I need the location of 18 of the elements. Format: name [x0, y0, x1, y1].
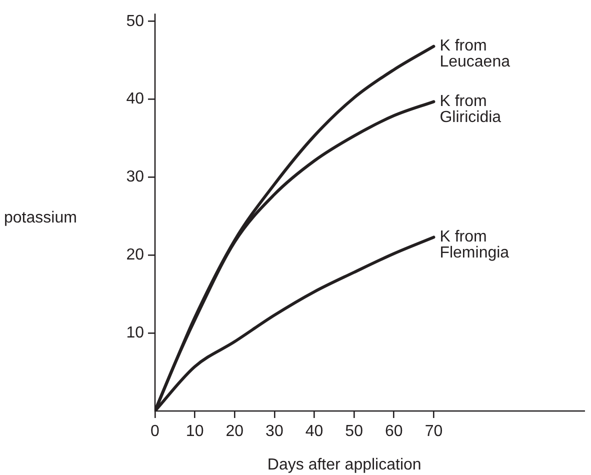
x-tick-label: 60 — [384, 423, 403, 440]
x-tick-label: 40 — [305, 423, 324, 440]
y-axis-title: potassium — [4, 210, 77, 227]
series-label: K from Flemingia — [440, 228, 510, 262]
x-tick-label: 20 — [226, 423, 244, 440]
x-axis-title: Days after application — [267, 456, 422, 474]
y-tick-label: 20 — [126, 246, 144, 264]
x-tick-label: 0 — [150, 423, 160, 440]
y-tick-label: 40 — [126, 90, 144, 108]
x-tick-label: 30 — [266, 423, 284, 440]
y-tick-label: 10 — [126, 324, 144, 342]
series-label: K from Gliricidia — [440, 93, 502, 126]
y-tick-label: 50 — [126, 12, 144, 30]
x-tick-label: 10 — [186, 423, 204, 440]
x-tick-label: 50 — [345, 423, 364, 440]
y-tick-label: 30 — [126, 168, 144, 186]
series-label: K from Leucaena — [440, 38, 510, 71]
x-tick-label: 70 — [424, 423, 443, 440]
